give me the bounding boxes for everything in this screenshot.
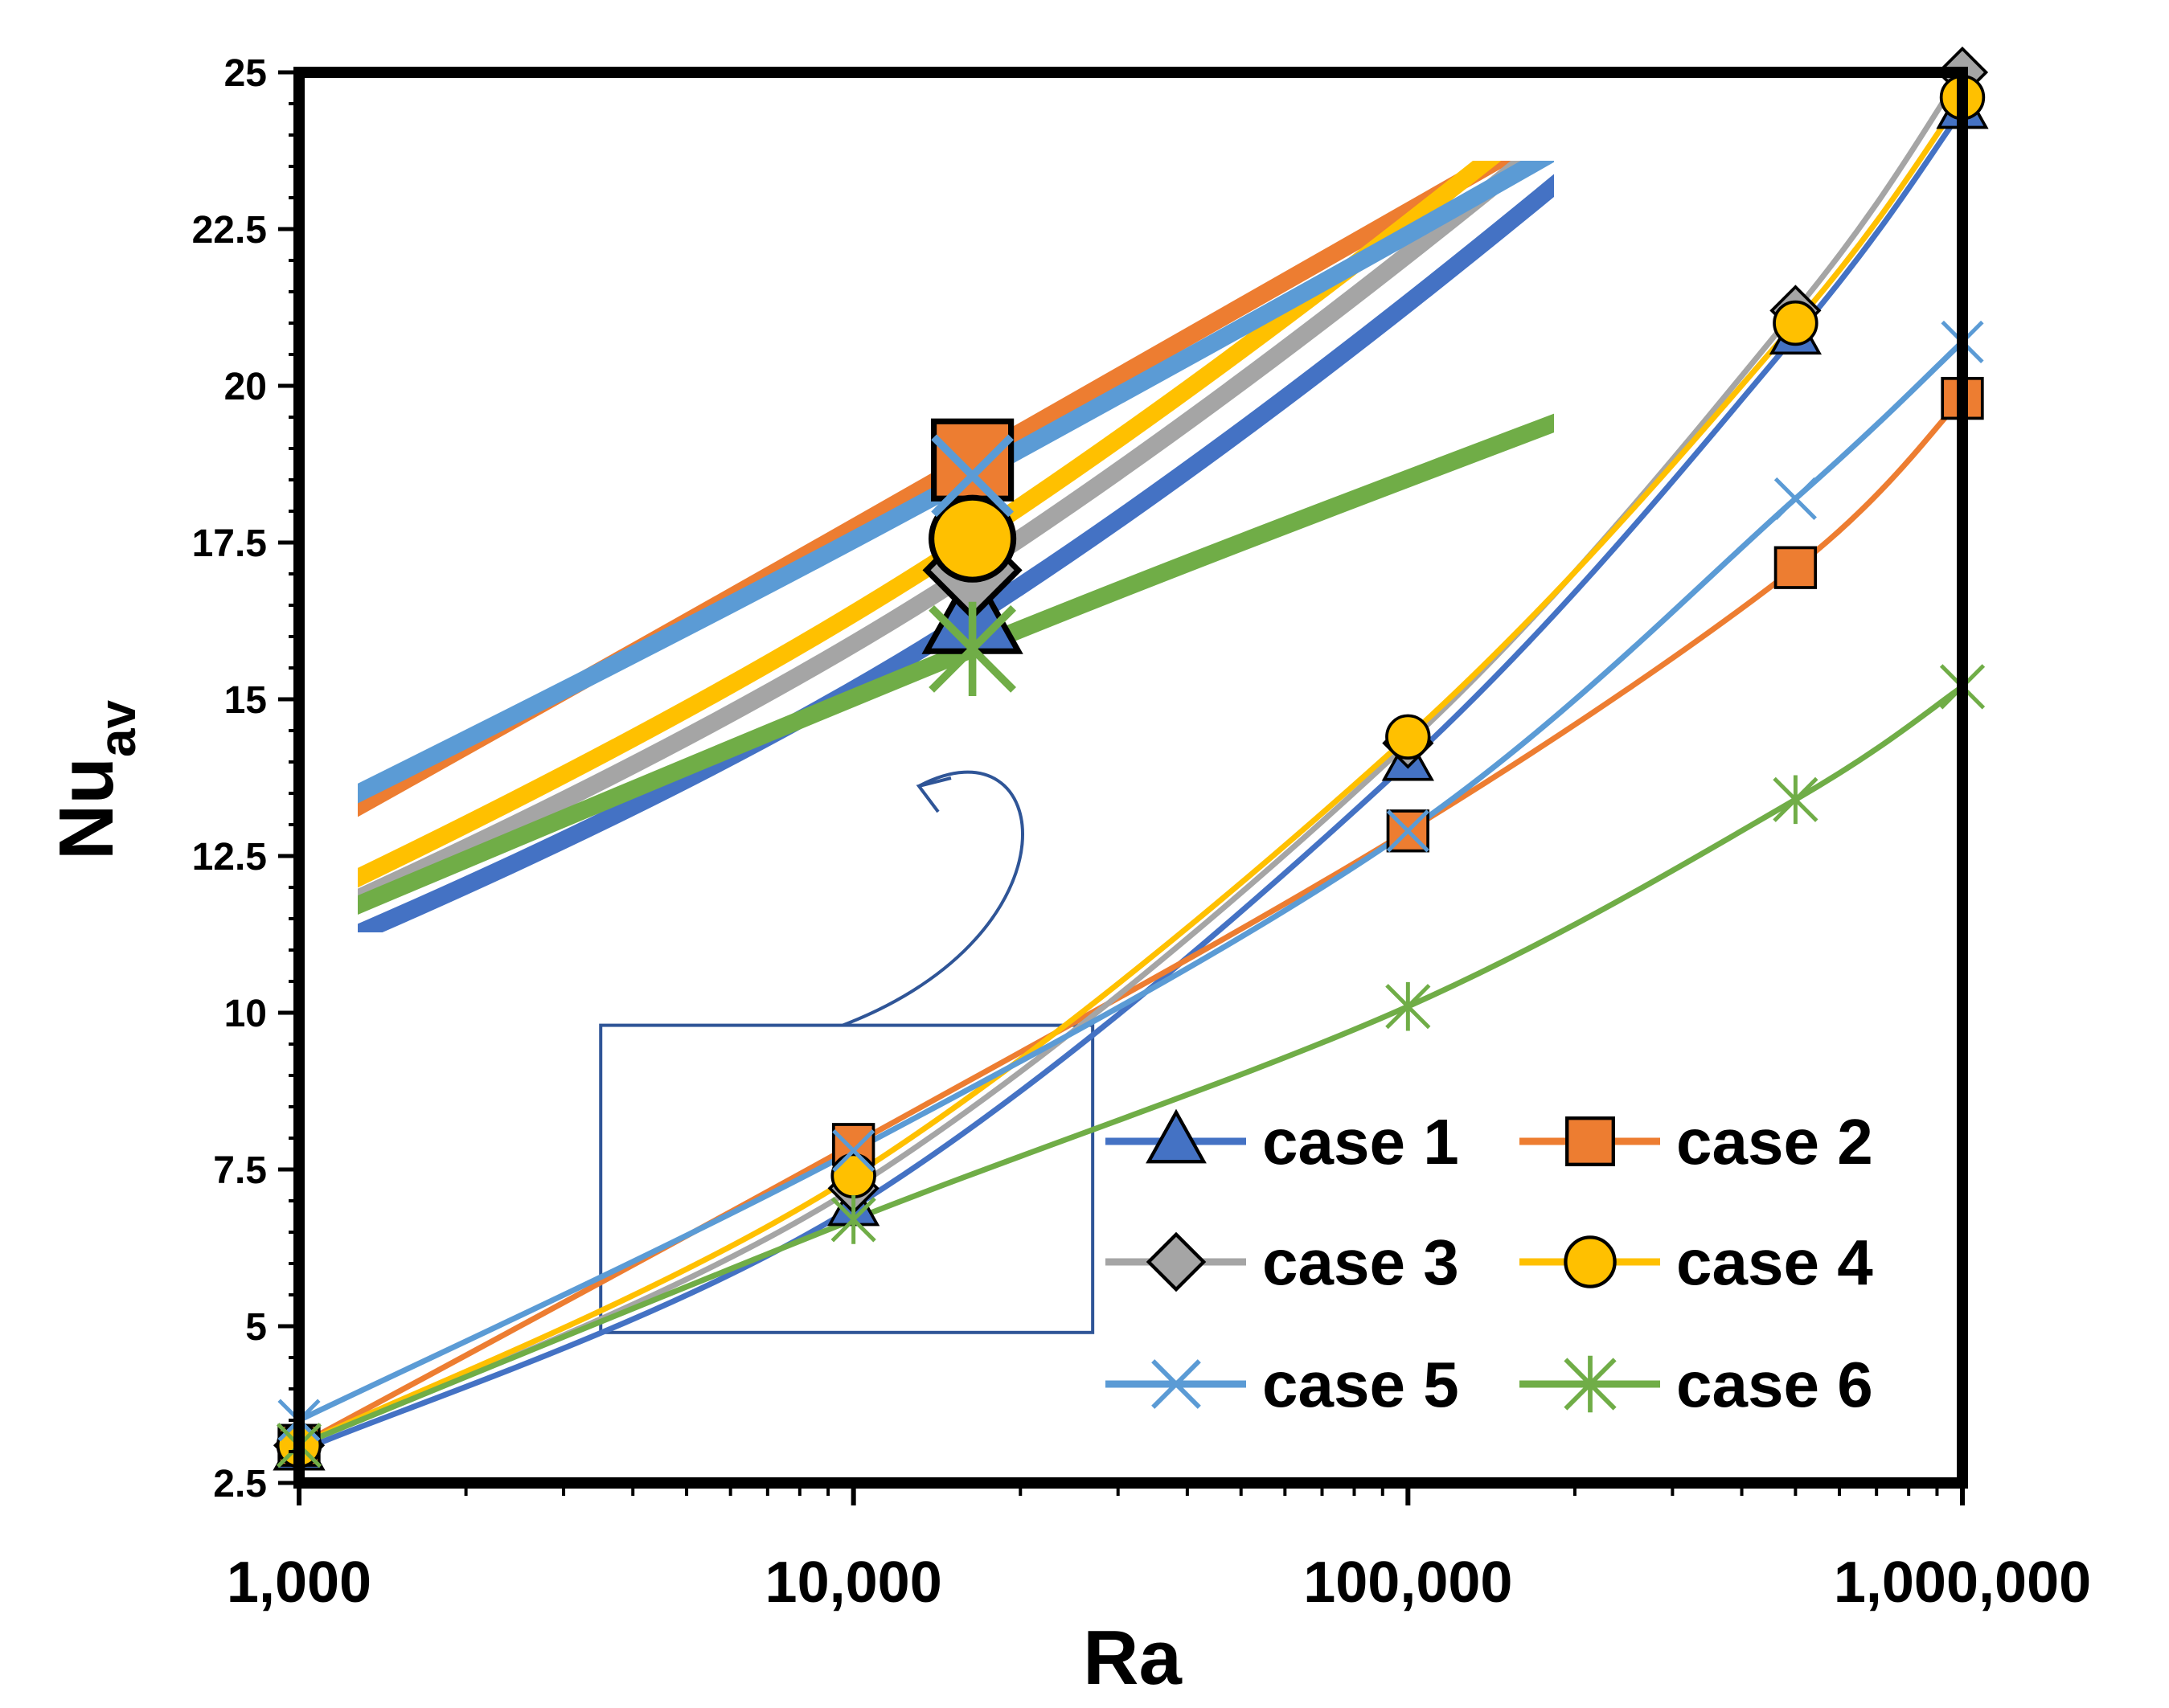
legend-label-4: case 4 bbox=[1676, 1227, 1873, 1298]
x-tick-label: 10,000 bbox=[765, 1550, 942, 1615]
marker-case5-2 bbox=[832, 1129, 875, 1173]
legend-label-3: case 3 bbox=[1262, 1227, 1459, 1298]
axes: 2.5 5 7.5 10 12.5 15 17.5 20 22.5 25 1,000 10,000 10… bbox=[43, 52, 2091, 1701]
inset-marker-2 bbox=[931, 418, 1015, 502]
zoom-annotation bbox=[599, 770, 1095, 1334]
marker-case4-3 bbox=[1385, 714, 1431, 760]
y-tick-label: 25 bbox=[224, 52, 267, 95]
legend-marker-6 bbox=[1564, 1355, 1617, 1413]
legend-marker-1 bbox=[1146, 1108, 1207, 1164]
inset-line-5 bbox=[358, 161, 1554, 804]
y-tick-label: 10 bbox=[224, 993, 267, 1035]
y-tick-label: 20 bbox=[224, 366, 267, 408]
x-tick-label: 1,000 bbox=[227, 1550, 371, 1615]
inset-line-6 bbox=[358, 413, 1554, 915]
y-tick-label: 12.5 bbox=[192, 836, 267, 879]
zoom-inset bbox=[358, 161, 1554, 932]
marker-case4-4 bbox=[1773, 300, 1818, 346]
marker-case6-2 bbox=[830, 1195, 876, 1244]
marker-case5-4 bbox=[1773, 477, 1817, 520]
y-tick-label: 2.5 bbox=[213, 1463, 267, 1505]
y-axis-title-sub: av bbox=[88, 699, 146, 757]
legend-label-1: case 1 bbox=[1262, 1106, 1459, 1178]
legend: case 1 case 2 case 3 case 4 case 5 case 6 bbox=[1105, 1106, 1873, 1420]
inset-line-2 bbox=[358, 161, 1515, 817]
marker-case6-4 bbox=[1773, 775, 1818, 825]
inset-line-1 bbox=[358, 174, 1554, 932]
zoom-arrow-head bbox=[916, 776, 952, 813]
inset-marker-5 bbox=[931, 434, 1014, 518]
x-tick-label: 1,000,000 bbox=[1834, 1550, 2091, 1615]
y-tick-label: 22.5 bbox=[192, 209, 267, 252]
marker-case6-3 bbox=[1385, 981, 1431, 1031]
zoom-arrow bbox=[842, 770, 1024, 1027]
series-line-4 bbox=[297, 96, 1965, 1448]
inset-line-4 bbox=[358, 161, 1502, 888]
marker-case5-3 bbox=[1386, 809, 1429, 853]
x-tick-label: 100,000 bbox=[1303, 1550, 1512, 1615]
y-tick-label: 7.5 bbox=[213, 1149, 267, 1192]
plot-frame bbox=[293, 67, 1968, 1489]
legend-marker-5 bbox=[1151, 1359, 1201, 1409]
legend-label-6: case 6 bbox=[1676, 1349, 1873, 1420]
legend-marker-4 bbox=[1564, 1235, 1617, 1288]
y-tick-label: 17.5 bbox=[192, 522, 267, 565]
inset-marker-6 bbox=[929, 601, 1016, 696]
y-axis-title: Nuav bbox=[43, 699, 146, 860]
marker-case4-2 bbox=[830, 1153, 876, 1199]
y-axis-title-main: Nu bbox=[43, 757, 129, 860]
y-tick-label: 5 bbox=[245, 1306, 267, 1349]
inset-marker-4 bbox=[929, 494, 1017, 583]
series-line-3 bbox=[297, 70, 1965, 1448]
legend-label-2: case 2 bbox=[1676, 1106, 1873, 1178]
y-tick-label: 15 bbox=[224, 679, 267, 722]
marker-case2-4 bbox=[1773, 546, 1818, 589]
legend-label-5: case 5 bbox=[1262, 1349, 1459, 1420]
x-axis-title: Ra bbox=[1083, 1615, 1182, 1701]
legend-marker-2 bbox=[1565, 1116, 1615, 1166]
legend-marker-3 bbox=[1146, 1231, 1207, 1292]
